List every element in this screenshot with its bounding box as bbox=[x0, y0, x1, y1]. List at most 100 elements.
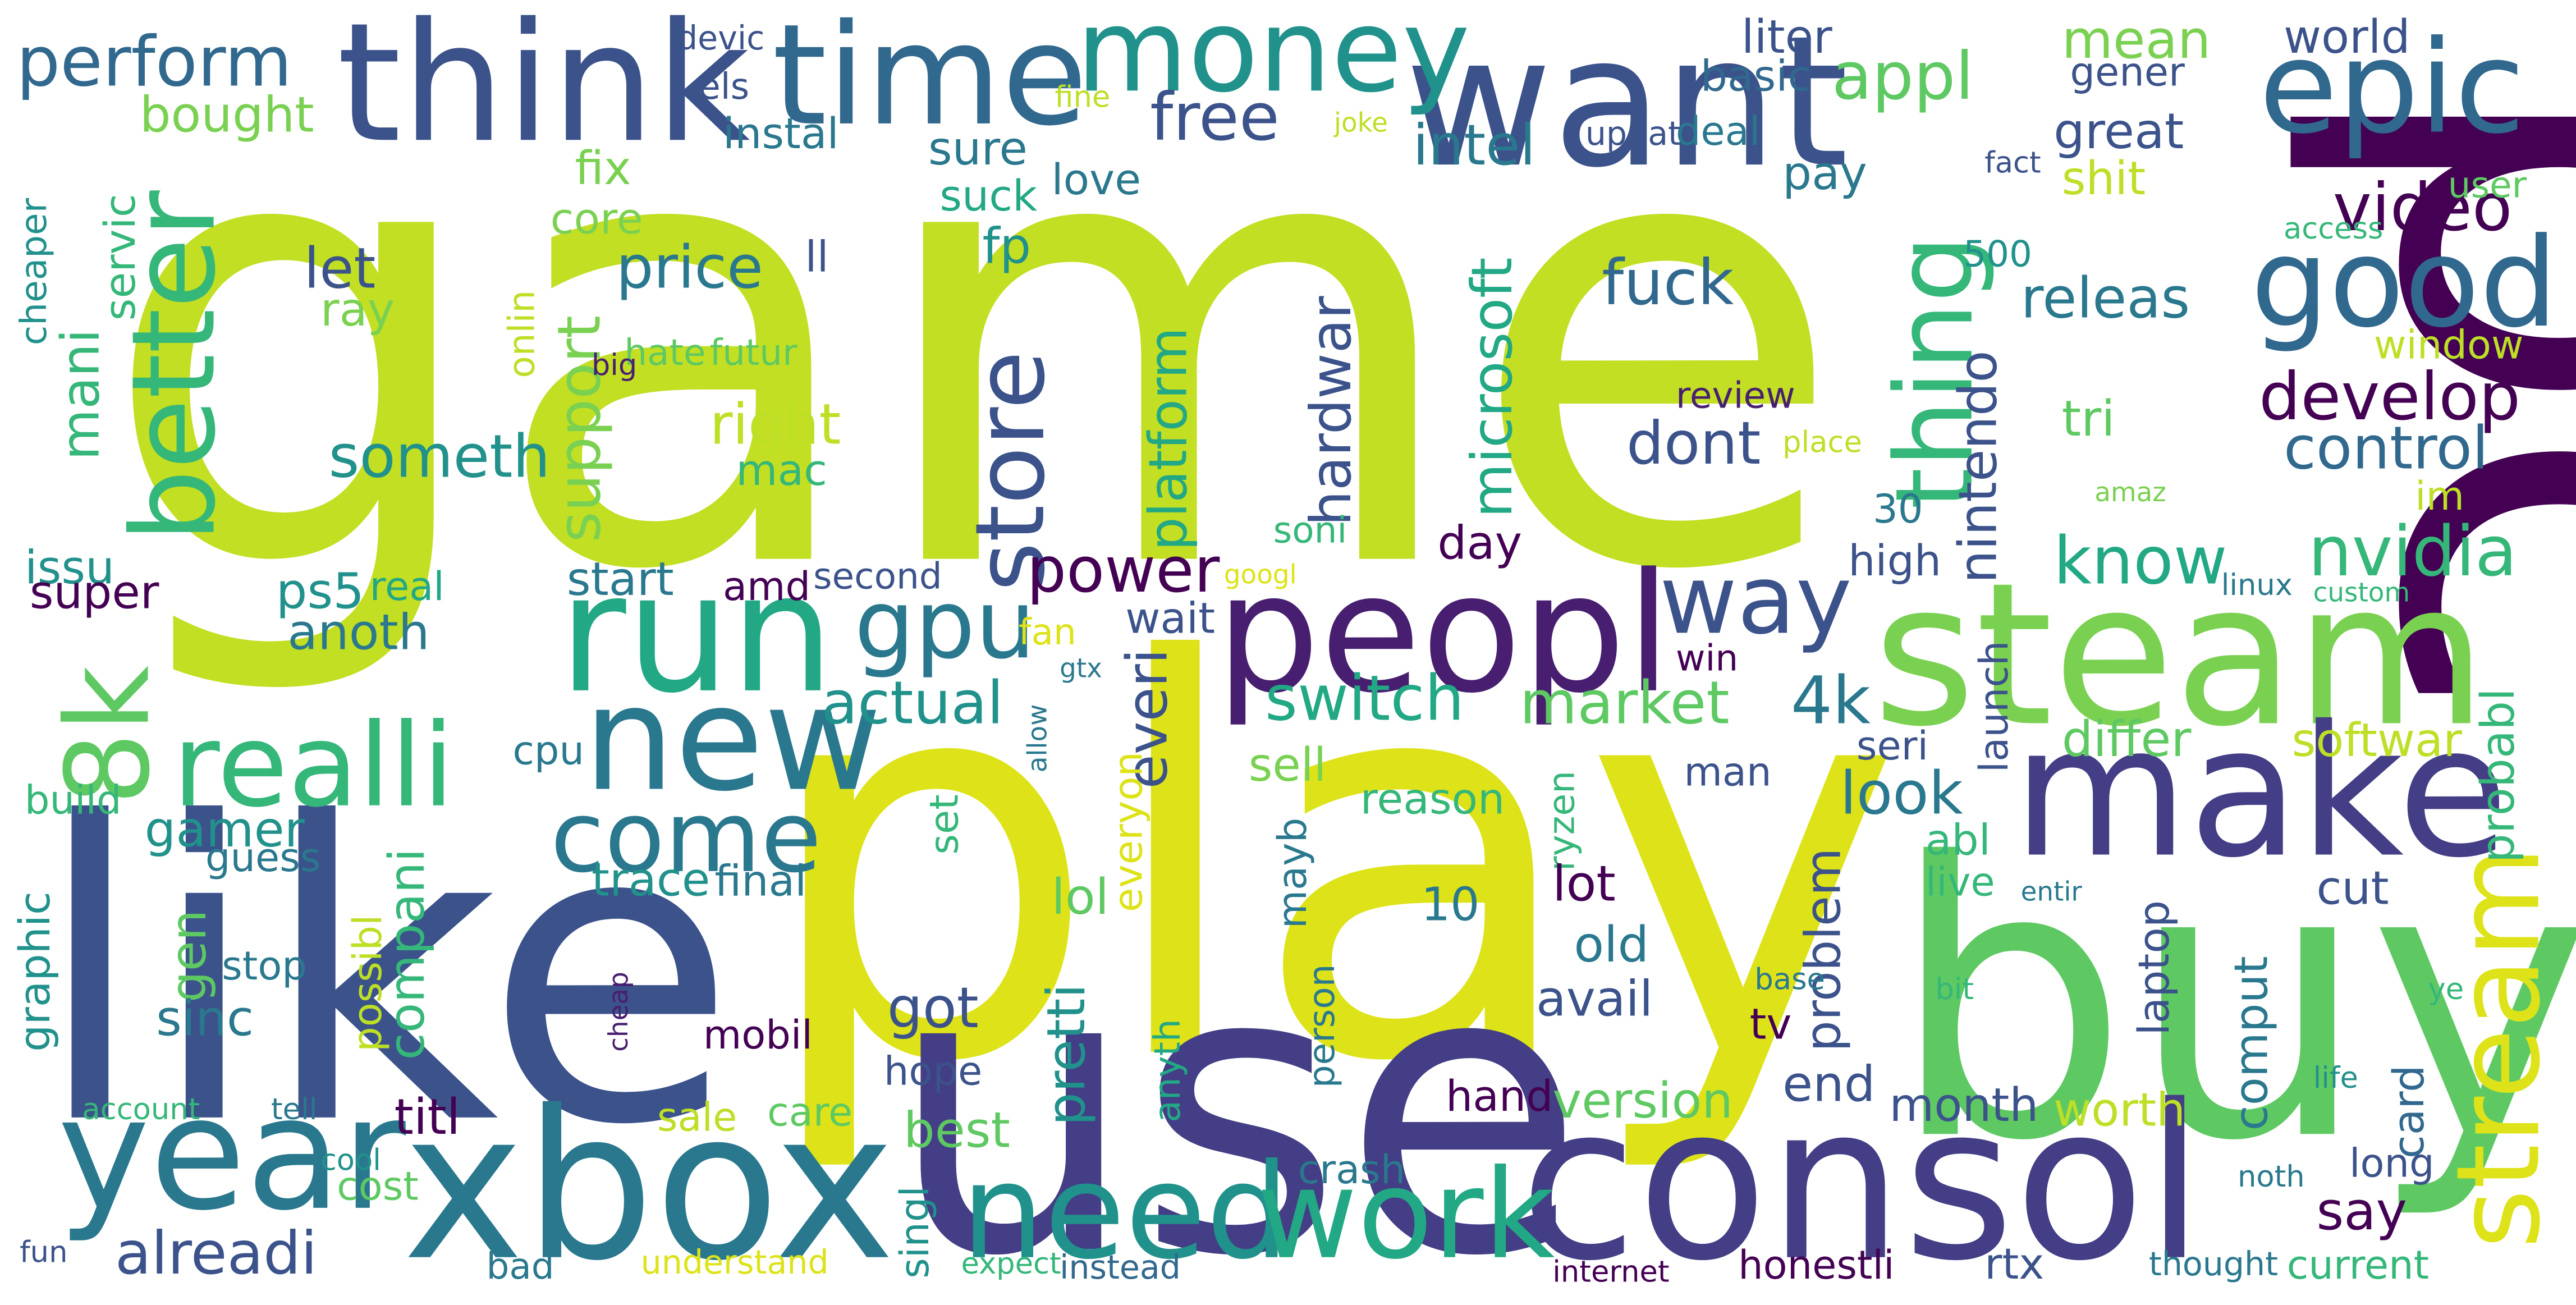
word-pretti: pretti bbox=[1036, 984, 1097, 1126]
word-fan: fan bbox=[1019, 611, 1076, 653]
word-alreadi: alreadi bbox=[115, 1219, 317, 1288]
word-amaz: amaz bbox=[2094, 478, 2166, 508]
word-differ: differ bbox=[2062, 710, 2192, 768]
word-comput: comput bbox=[2225, 956, 2279, 1130]
word-graphic: graphic bbox=[10, 891, 59, 1052]
word-life: life bbox=[2313, 1061, 2358, 1095]
word-real: real bbox=[370, 564, 444, 610]
word-hand: hand bbox=[1446, 1071, 1553, 1121]
word-look: look bbox=[1840, 758, 1963, 827]
word-access: access bbox=[2284, 212, 2384, 246]
word-10: 10 bbox=[1421, 878, 1479, 932]
word-issu: issu bbox=[25, 542, 114, 595]
word-4k: 4k bbox=[1791, 662, 1871, 739]
word-joke: joke bbox=[1333, 108, 1388, 139]
word-fix: fix bbox=[575, 142, 631, 195]
word-worth: worth bbox=[2054, 1084, 2185, 1137]
word-care: care bbox=[767, 1089, 852, 1135]
word-control: control bbox=[2284, 414, 2488, 483]
word-live: live bbox=[1926, 859, 1995, 905]
word-intel: intel bbox=[1413, 113, 1535, 178]
word-probabl: probabl bbox=[2472, 688, 2525, 863]
word-price: price bbox=[616, 233, 763, 302]
word-set: set bbox=[922, 794, 968, 854]
word-entir: entir bbox=[2021, 877, 2083, 908]
word-card: card bbox=[2384, 1065, 2433, 1159]
word-sell: sell bbox=[1249, 739, 1327, 792]
word-use: use bbox=[887, 883, 1585, 1305]
word-person: person bbox=[1301, 964, 1343, 1088]
word-cpu: cpu bbox=[512, 728, 584, 774]
word-avail: avail bbox=[1536, 969, 1653, 1027]
word-perform: perform bbox=[16, 22, 292, 102]
word-understand: understand bbox=[641, 1243, 829, 1281]
word-high: high bbox=[1848, 535, 1941, 585]
word-someth: someth bbox=[328, 422, 550, 491]
word-anoth: anoth bbox=[287, 603, 429, 661]
word-tv: tv bbox=[1750, 999, 1792, 1048]
word-tri: tri bbox=[2062, 390, 2115, 447]
word-everi: everi bbox=[1115, 649, 1180, 789]
word-wait: wait bbox=[1125, 593, 1215, 643]
word-account: account bbox=[82, 1092, 200, 1127]
word-internet: internet bbox=[1552, 1255, 1669, 1289]
word-deal: deal bbox=[1676, 108, 1760, 154]
word-sale: sale bbox=[657, 1094, 737, 1140]
word-time: time bbox=[772, 0, 1088, 157]
word-appl: appl bbox=[1832, 38, 1974, 115]
word-love: love bbox=[1051, 154, 1141, 204]
word-devic: devic bbox=[677, 19, 764, 57]
word-rtx: rtx bbox=[1984, 1239, 2044, 1289]
word-buy: buy bbox=[1889, 783, 2576, 1223]
word-fine: fine bbox=[1055, 80, 1110, 115]
word-shit: shit bbox=[2062, 152, 2146, 205]
word-run: run bbox=[558, 538, 834, 730]
word-possibl: possibl bbox=[345, 914, 391, 1051]
word-ps5: ps5 bbox=[276, 562, 364, 620]
word-review: review bbox=[1676, 374, 1795, 416]
word-compani: compani bbox=[378, 848, 436, 1060]
word-think: think bbox=[337, 0, 750, 179]
word-mean: mean bbox=[2062, 10, 2211, 71]
word-launch: launch bbox=[1971, 640, 2017, 772]
word-linux: linux bbox=[2221, 568, 2293, 602]
word-know: know bbox=[2054, 523, 2227, 599]
word-liter: liter bbox=[1741, 11, 1832, 64]
word-actual: actual bbox=[822, 668, 1003, 737]
word-everyon: everyon bbox=[1105, 752, 1151, 912]
word-work: work bbox=[1257, 1143, 1555, 1286]
word-peopl: peopl bbox=[1216, 538, 1671, 730]
word-new: new bbox=[583, 654, 882, 823]
word-better: better bbox=[108, 190, 241, 542]
word-500: 500 bbox=[1963, 233, 2032, 276]
word-realli: realli bbox=[172, 699, 454, 833]
word-laptop: laptop bbox=[2129, 900, 2179, 1036]
word-titl: titl bbox=[395, 1088, 461, 1146]
word-game: game bbox=[99, 0, 1846, 704]
word-start: start bbox=[567, 553, 674, 606]
word-tell: tell bbox=[271, 1092, 317, 1127]
word-bit: bit bbox=[1935, 972, 1974, 1006]
word-onlin: onlin bbox=[501, 290, 543, 378]
word-dont: dont bbox=[1626, 409, 1761, 478]
word-30: 30 bbox=[1873, 486, 1923, 532]
word-best: best bbox=[904, 1101, 1010, 1159]
word-reason: reason bbox=[1360, 773, 1505, 823]
word-play: play bbox=[756, 548, 1904, 1180]
word-gen: gen bbox=[159, 910, 217, 1002]
word-build: build bbox=[25, 777, 122, 823]
word-day: day bbox=[1437, 517, 1522, 570]
word-cheaper: cheaper bbox=[13, 198, 55, 345]
word-custom: custom bbox=[2313, 578, 2410, 608]
word-switch: switch bbox=[1265, 663, 1464, 735]
word-got: got bbox=[887, 976, 979, 1041]
word-honestli: honestli bbox=[1738, 1242, 1894, 1288]
word-suck: suck bbox=[939, 171, 1037, 221]
word-gtx: gtx bbox=[1060, 653, 1102, 684]
word-gamer: gamer bbox=[145, 800, 305, 858]
word-sure: sure bbox=[928, 122, 1028, 176]
word-hardwar: hardwar bbox=[1299, 296, 1364, 526]
word-let: let bbox=[304, 237, 376, 301]
word-basic: basic bbox=[1700, 51, 1812, 100]
word-store: store bbox=[955, 351, 1066, 592]
